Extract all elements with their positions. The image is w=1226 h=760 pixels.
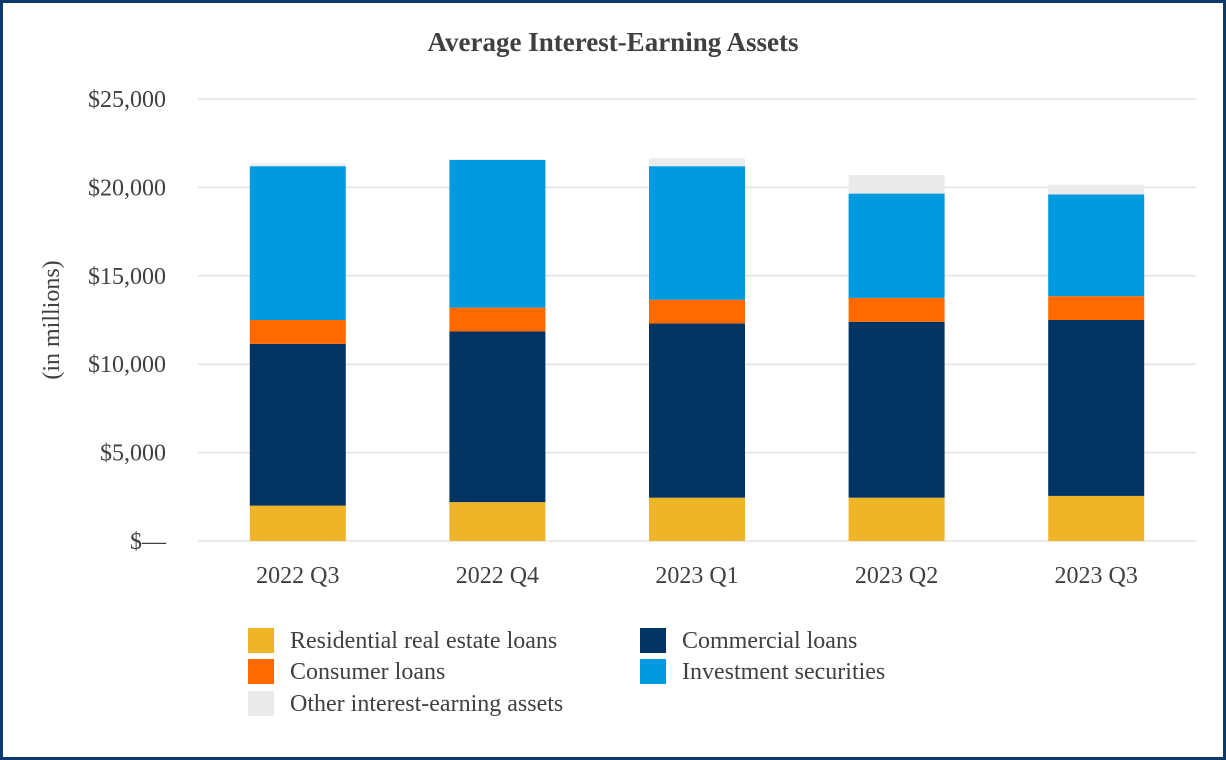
bar-segment	[249, 505, 346, 541]
x-tick-label: 2023 Q1	[655, 563, 738, 589]
y-axis-label: (in millions)	[39, 260, 65, 379]
legend-swatch	[640, 628, 666, 653]
y-tick-label: $15,000	[88, 264, 166, 290]
y-tick-label: $25,000	[88, 87, 166, 113]
legend-item: Investment securities	[640, 659, 885, 685]
legend-label: Investment securities	[682, 659, 885, 685]
legend-swatch	[248, 659, 274, 684]
bar-segment	[649, 158, 745, 167]
legend-swatch	[640, 659, 666, 684]
bar-segment	[848, 321, 945, 498]
x-tick-label: 2022 Q3	[256, 563, 339, 589]
bar-segment	[649, 299, 745, 324]
x-tick-label: 2022 Q4	[456, 563, 539, 589]
legend-swatch	[248, 628, 274, 653]
bar-segment	[848, 175, 945, 194]
bar-segment	[449, 159, 546, 160]
bar-segment	[848, 297, 945, 322]
bar-segment	[449, 331, 546, 503]
bars	[249, 158, 1145, 541]
y-tick-label: $—	[130, 529, 167, 555]
legend-item: Other interest-earning assets	[248, 691, 563, 717]
bar-segment	[848, 193, 945, 298]
y-tick-label: $10,000	[88, 352, 166, 378]
legend-label: Residential real estate loans	[290, 628, 557, 654]
bar-segment	[1048, 320, 1145, 496]
bar-segment	[1048, 296, 1145, 320]
chart-title: Average Interest-Earning Assets	[428, 27, 799, 57]
legend-label: Consumer loans	[290, 659, 445, 685]
bar-segment	[449, 502, 546, 541]
x-tick-label: 2023 Q3	[1055, 563, 1138, 589]
bar-segment	[649, 166, 745, 300]
bar-segment	[449, 159, 546, 308]
legend-label: Commercial loans	[682, 628, 857, 654]
bar-segment	[848, 497, 945, 541]
y-tick-labels: $— $5,000 $10,000 $15,000 $20,000 $25,000	[88, 87, 167, 555]
bar-segment	[249, 166, 346, 320]
bar-segment	[449, 307, 546, 332]
legend-item: Residential real estate loans	[248, 628, 557, 654]
bar-segment	[249, 343, 346, 506]
bar-segment	[1048, 184, 1145, 195]
bar-segment	[1048, 194, 1145, 297]
y-tick-label: $20,000	[88, 175, 166, 201]
legend-label: Other interest-earning assets	[290, 691, 563, 717]
x-tick-label: 2023 Q2	[855, 563, 938, 589]
legend-item: Commercial loans	[640, 628, 857, 654]
x-tick-labels: 2022 Q3 2022 Q4 2023 Q1 2023 Q2 2023 Q3	[256, 563, 1138, 589]
bar-segment	[249, 320, 346, 344]
legend-swatch	[248, 691, 274, 716]
bar-segment	[1048, 495, 1145, 541]
bar-segment	[649, 323, 745, 498]
bar-segment	[249, 163, 346, 167]
legend-item: Consumer loans	[248, 659, 445, 685]
legend: Residential real estate loans Commercial …	[248, 628, 885, 717]
bar-segment	[649, 497, 745, 541]
y-tick-label: $5,000	[100, 441, 166, 467]
